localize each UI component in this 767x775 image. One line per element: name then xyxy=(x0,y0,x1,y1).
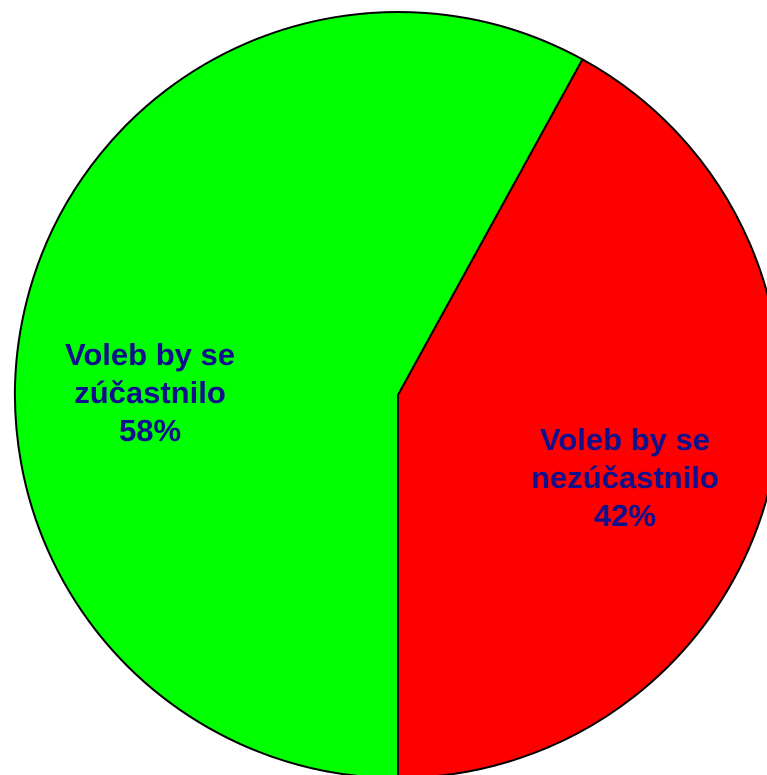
pie-slice xyxy=(14,11,584,775)
pie-slice xyxy=(397,58,767,775)
category-label: Voleb by se nezúčastnilo xyxy=(531,422,719,495)
category-label: Voleb by se zúčastnilo xyxy=(65,337,235,410)
value-label: 42% xyxy=(594,498,656,533)
value-label: 58% xyxy=(119,413,181,448)
